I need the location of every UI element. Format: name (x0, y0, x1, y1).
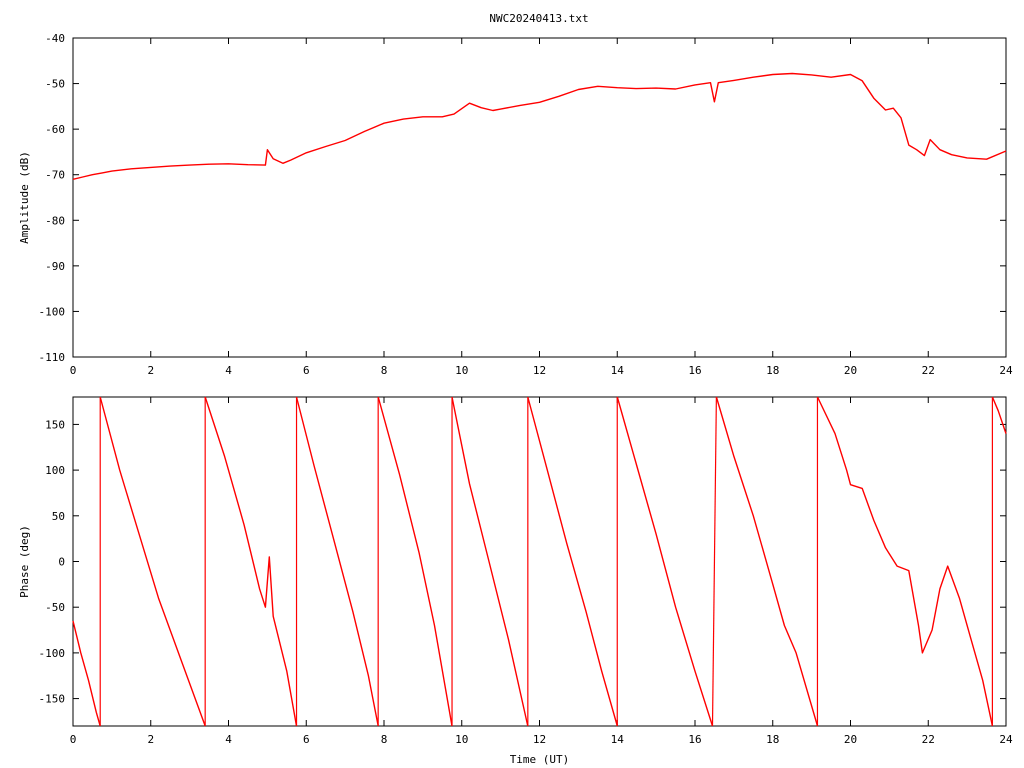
y-tick-label: -50 (45, 78, 65, 91)
y-tick-label: -90 (45, 260, 65, 273)
phase-series-segment (72, 620, 101, 727)
x-tick-label: 24 (999, 364, 1013, 377)
y-tick-label: -100 (39, 647, 66, 660)
x-tick-label: 20 (844, 364, 857, 377)
x-tick-label: 12 (533, 733, 546, 746)
y-tick-label: 0 (58, 556, 65, 569)
y-tick-label: -150 (39, 693, 66, 706)
y-tick-label: 50 (52, 510, 65, 523)
x-tick-label: 20 (844, 733, 857, 746)
x-tick-label: 14 (611, 364, 625, 377)
y-tick-label: -40 (45, 32, 65, 45)
phase-series-segment (527, 396, 618, 727)
phase-wrap-line (711, 396, 717, 727)
x-tick-label: 18 (766, 364, 779, 377)
phase-series-segment (816, 396, 994, 727)
x-tick-label: 22 (922, 364, 935, 377)
x-tick-label: 4 (225, 364, 232, 377)
x-tick-label: 14 (611, 733, 625, 746)
x-tick-label: 22 (922, 733, 935, 746)
x-tick-label: 18 (766, 733, 779, 746)
phase-series-segment (99, 396, 206, 727)
phase-series-segment (451, 396, 529, 727)
y-tick-label: 100 (45, 464, 65, 477)
x-tick-label: 8 (381, 733, 388, 746)
chart-title: NWC20240413.txt (489, 12, 588, 25)
amplitude-panel: 0 2 4 6 8 10 12 14 16 18 20 22 24-40-50-60-70-80-90-… (18, 32, 1013, 377)
x-tick-label: 10 (455, 733, 468, 746)
x-tick-label: 16 (688, 364, 701, 377)
x-tick-label: 2 (147, 733, 154, 746)
plot-frame (72, 396, 1007, 727)
y-tick-label: -100 (39, 305, 66, 318)
x-tick-label: 10 (455, 364, 468, 377)
y-tick-label: -60 (45, 123, 65, 136)
y-tick-label: 150 (45, 418, 65, 431)
amplitude-series-line (72, 72, 1007, 180)
phase-series-segment (204, 396, 298, 727)
x-tick-label: 6 (303, 733, 310, 746)
y-tick-label: -110 (39, 351, 66, 364)
x-axis-label: Time (UT) (510, 753, 570, 766)
x-tick-label: 2 (147, 364, 154, 377)
phase-panel: 0 2 4 6 8 10 12 14 16 18 20 22 24150100500-50-100-15… (18, 396, 1013, 766)
x-tick-label: 4 (225, 733, 232, 746)
x-tick-label: 16 (688, 733, 701, 746)
x-tick-label: 12 (533, 364, 546, 377)
x-tick-label: 6 (303, 364, 310, 377)
phase-series-segment (377, 396, 453, 727)
x-tick-label: 0 (70, 733, 77, 746)
y-tick-label: -70 (45, 169, 65, 182)
x-tick-label: 0 (70, 364, 77, 377)
x-tick-label: 8 (381, 364, 388, 377)
x-tick-label: 24 (999, 733, 1013, 746)
phase-series-segment (991, 396, 1007, 434)
y-tick-label: -80 (45, 214, 65, 227)
y-tick-label: -50 (45, 601, 65, 614)
y-axis-label: Phase (deg) (18, 525, 31, 598)
phase-series-segment (715, 396, 819, 727)
phase-series-segment (295, 396, 379, 727)
phase-series-segment (616, 396, 714, 727)
y-axis-label: Amplitude (dB) (18, 151, 31, 244)
